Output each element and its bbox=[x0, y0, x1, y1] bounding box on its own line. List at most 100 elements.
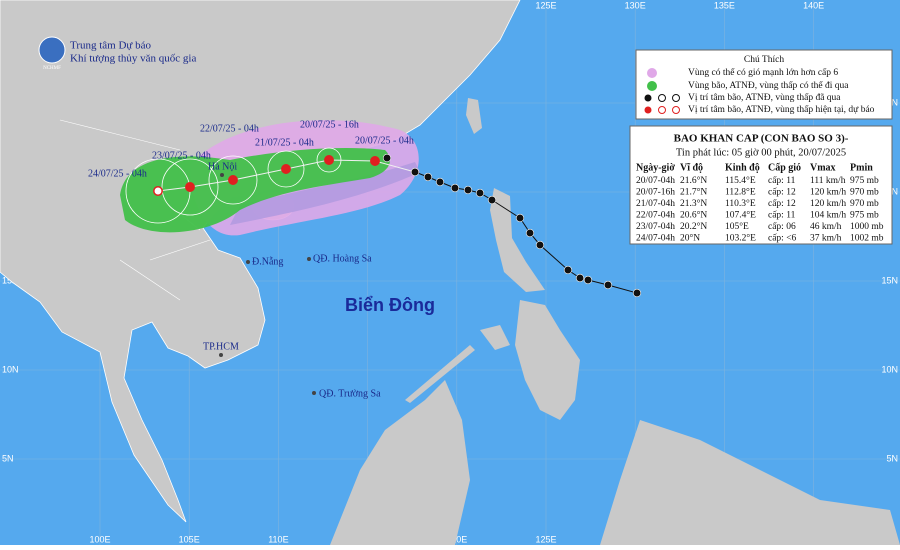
lon-label: 120E bbox=[446, 534, 467, 544]
past-position bbox=[563, 265, 573, 275]
place-label: Hà Nội bbox=[208, 161, 237, 172]
table-cell: 23/07-04h bbox=[636, 222, 675, 232]
legend-swatch bbox=[644, 94, 680, 102]
lat-label: 10N bbox=[2, 364, 19, 374]
table-cell: 24/07-04h bbox=[636, 234, 675, 244]
table-cell: cấp: 12 bbox=[768, 198, 796, 209]
legend-swatch bbox=[647, 81, 657, 91]
table-cell: 21/07-04h bbox=[636, 199, 675, 209]
column-header: Kinh độ bbox=[725, 162, 760, 173]
lon-label: 140E bbox=[803, 0, 824, 10]
past-position bbox=[435, 177, 445, 187]
past-position bbox=[475, 188, 485, 198]
past-position bbox=[463, 185, 473, 195]
lon-label: 110E bbox=[268, 534, 288, 544]
table-cell: 21.6°N bbox=[680, 175, 707, 186]
table-cell: 104 km/h bbox=[810, 211, 846, 221]
past-position bbox=[575, 273, 585, 283]
mindanao bbox=[515, 300, 580, 420]
column-header: Vĩ độ bbox=[680, 162, 703, 173]
bulletin-issued: Tin phát lúc: 05 giờ 00 phút, 20/07/2025 bbox=[676, 147, 846, 158]
table-cell: cấp: <6 bbox=[768, 233, 797, 244]
table-cell: 22/07-04h bbox=[636, 211, 675, 221]
city-dot bbox=[219, 353, 223, 357]
column-header: Vmax bbox=[810, 162, 836, 173]
lon-label: 105E bbox=[179, 534, 200, 544]
past-position bbox=[487, 195, 497, 205]
past-position bbox=[583, 275, 593, 285]
past-position bbox=[423, 172, 433, 182]
past-position bbox=[632, 288, 642, 298]
legend-swatch bbox=[647, 68, 657, 78]
table-cell: 20/07-04h bbox=[636, 176, 675, 186]
table-cell: 21.3°N bbox=[680, 198, 707, 209]
lat-label: 5N bbox=[886, 453, 898, 463]
uncertainty-cone bbox=[230, 162, 420, 225]
bulletin-title: BAO KHAN CAP (CON BAO SO 3)- bbox=[674, 133, 849, 145]
past-position bbox=[603, 280, 613, 290]
table-cell: 110.3°E bbox=[725, 198, 756, 209]
lon-label: 135E bbox=[714, 0, 735, 10]
table-cell: 37 km/h bbox=[810, 234, 842, 244]
table-cell: 20.2°N bbox=[680, 221, 707, 232]
table-cell: 970 mb bbox=[850, 188, 879, 198]
taiwan bbox=[466, 98, 482, 134]
table-cell: 120 km/h bbox=[810, 188, 846, 198]
place-label: TP.HCM bbox=[203, 341, 239, 352]
column-header: Cấp gió bbox=[768, 162, 801, 173]
city-dot bbox=[220, 173, 224, 177]
legend-swatch bbox=[644, 106, 680, 114]
table-cell: 46 km/h bbox=[810, 222, 842, 232]
table-cell: 112.8°E bbox=[725, 187, 756, 198]
legend-item: Vị trí tâm bão, ATNĐ, vùng thấp hiện tại… bbox=[688, 104, 875, 115]
past-position bbox=[535, 240, 545, 250]
sea-label: Biển Đông bbox=[345, 295, 435, 315]
place-label: QĐ. Trường Sa bbox=[319, 388, 381, 399]
forecast-position bbox=[324, 155, 334, 165]
track-label: 20/07/25 - 16h bbox=[300, 119, 359, 130]
table-cell: 975 mb bbox=[850, 176, 879, 186]
legend-item: Vùng bão, ATNĐ, vùng thấp có thể đi qua bbox=[688, 80, 849, 91]
lon-label: 130E bbox=[625, 0, 646, 10]
table-cell: 1002 mb bbox=[850, 234, 884, 244]
island-dot bbox=[307, 257, 311, 261]
table-cell: 111 km/h bbox=[810, 176, 846, 186]
table-cell: 120 km/h bbox=[810, 199, 846, 209]
forecast-circles bbox=[125, 147, 342, 224]
lat-label: 5N bbox=[2, 453, 14, 463]
table-cell: 105°E bbox=[725, 221, 749, 232]
table-cell: cấp: 06 bbox=[768, 221, 796, 232]
table-cell: cấp: 12 bbox=[768, 187, 796, 198]
logo bbox=[38, 36, 66, 64]
table-cell: 1000 mb bbox=[850, 222, 884, 232]
bulletin-box bbox=[629, 125, 893, 245]
forecast-position bbox=[281, 164, 291, 174]
header-line: Khí tượng thủy văn quốc gia bbox=[70, 53, 196, 65]
past-position bbox=[410, 167, 420, 177]
lon-label: 125E bbox=[535, 0, 556, 10]
track-label: 20/07/25 - 04h bbox=[355, 135, 414, 146]
past-position bbox=[382, 153, 392, 163]
track-label: 24/07/25 - 04h bbox=[88, 168, 147, 179]
track-label: 21/07/25 - 04h bbox=[255, 137, 314, 148]
table-cell: 20/07-16h bbox=[636, 188, 675, 198]
table-cell: 21.7°N bbox=[680, 187, 707, 198]
column-header: Ngày-giờ bbox=[636, 162, 675, 173]
luzon bbox=[490, 188, 545, 292]
legend-item: Vùng có thể có gió mạnh lớn hơn cấp 6 bbox=[688, 67, 838, 78]
track-points bbox=[153, 153, 642, 298]
header-line: Trung tâm Dự báo bbox=[70, 40, 152, 52]
place-label: QĐ. Hoàng Sa bbox=[313, 253, 372, 264]
table-cell: 20.6°N bbox=[680, 210, 707, 221]
borneo bbox=[330, 380, 470, 545]
table-cell: 20°N bbox=[680, 233, 700, 244]
bulletin-table: Ngày-giờ Vĩ độ Kinh độ Cấp gió Vmax Pmin 20/07… bbox=[636, 162, 884, 243]
lon-label: 100E bbox=[89, 534, 110, 544]
past-position bbox=[525, 228, 535, 238]
visayas-palawan bbox=[405, 325, 510, 403]
table-cell: cấp: 11 bbox=[768, 175, 796, 186]
legend-item: Vị trí tâm bão, ATNĐ, vùng thấp đã qua bbox=[688, 92, 841, 103]
place-label: Đ.Nẵng bbox=[252, 256, 283, 267]
island-dot bbox=[312, 391, 316, 395]
